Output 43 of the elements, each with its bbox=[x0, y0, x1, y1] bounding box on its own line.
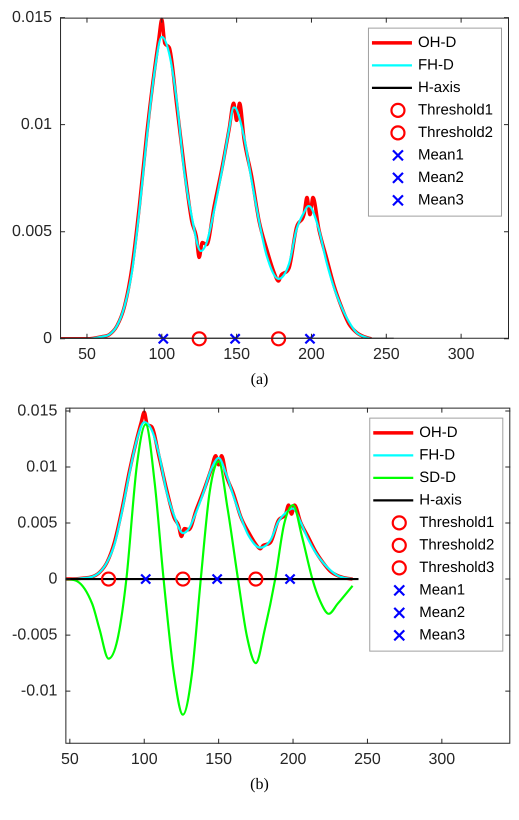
x-tick-label: 150 bbox=[223, 346, 250, 363]
x-tick-label: 300 bbox=[428, 750, 456, 768]
legend-label: Threshold1 bbox=[419, 514, 494, 531]
legend-label: H-axis bbox=[419, 491, 462, 508]
x-tick-label: 200 bbox=[280, 750, 306, 768]
legend-label: Mean2 bbox=[418, 168, 464, 186]
x-tick-label: 50 bbox=[78, 346, 96, 363]
x-tick-label: 250 bbox=[372, 346, 400, 363]
legend-label: Mean1 bbox=[418, 146, 464, 164]
text: (a) bbox=[250, 370, 270, 390]
y-tick-label: 0 bbox=[43, 330, 52, 348]
legend-label: Mean1 bbox=[419, 581, 466, 598]
legend-label: Mean3 bbox=[418, 191, 464, 208]
y-tick-label: 0.005 bbox=[12, 223, 52, 240]
x-tick-label: 300 bbox=[448, 346, 475, 363]
legend-label: OH-D bbox=[419, 424, 458, 441]
y-tick-label: -0.005 bbox=[12, 626, 58, 644]
legend-label: Mean2 bbox=[419, 604, 466, 621]
x-tick-label: 100 bbox=[130, 750, 158, 768]
legend-label: Mean3 bbox=[419, 626, 466, 644]
legend-label: FH-D bbox=[419, 446, 456, 464]
legend-label: H-axis bbox=[418, 78, 460, 96]
y-tick-label: 0 bbox=[48, 570, 58, 588]
y-tick-label: 0.01 bbox=[20, 116, 52, 134]
x-tick-label: 250 bbox=[354, 750, 381, 768]
legend-label: SD-D bbox=[419, 468, 456, 486]
x-tick-label: 100 bbox=[148, 346, 176, 363]
legend-label: FH-D bbox=[418, 56, 454, 74]
text: (b) bbox=[249, 775, 270, 795]
y-tick-label: 0.015 bbox=[12, 9, 52, 26]
y-tick-label: 0.015 bbox=[17, 402, 58, 420]
line-series bbox=[65, 423, 354, 716]
x-tick-label: 50 bbox=[60, 750, 79, 768]
legend-label: Threshold1 bbox=[418, 101, 494, 118]
y-tick-label: 0.005 bbox=[17, 514, 58, 532]
legend-label: OH-D bbox=[418, 34, 456, 51]
legend-label: Threshold2 bbox=[419, 536, 494, 554]
x-tick-label: 200 bbox=[298, 346, 325, 363]
legend-label: Threshold3 bbox=[419, 558, 494, 576]
legend-label: Threshold2 bbox=[418, 124, 494, 141]
x-tick-label: 150 bbox=[205, 750, 232, 768]
y-tick-label: -0.01 bbox=[20, 682, 58, 700]
y-tick-label: 0.01 bbox=[26, 458, 58, 476]
